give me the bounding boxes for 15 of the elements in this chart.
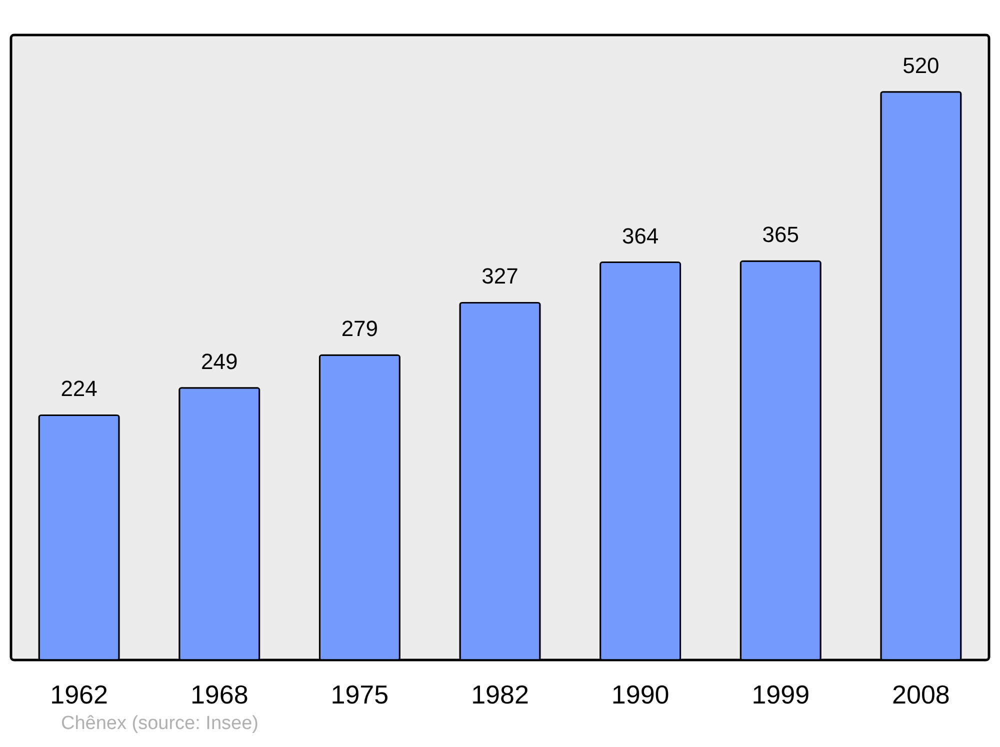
data-label: 249 — [201, 348, 238, 374]
x-tick-label: 1982 — [471, 680, 529, 710]
x-tick-label: 2008 — [892, 680, 950, 710]
data-label: 520 — [902, 52, 940, 78]
x-tick-label: 1975 — [330, 680, 389, 710]
data-label: 365 — [762, 222, 799, 248]
data-label: 327 — [482, 264, 518, 289]
x-tick-label: 1990 — [611, 680, 670, 710]
text: Chênex (source: Insee) — [61, 713, 258, 734]
x-tick-label: 1962 — [50, 680, 108, 710]
data-label: 364 — [622, 223, 659, 248]
x-tick-label: 1999 — [752, 680, 810, 710]
data-label: 224 — [60, 376, 98, 402]
data-label: 279 — [341, 316, 378, 342]
x-tick-label: 1968 — [190, 680, 248, 710]
